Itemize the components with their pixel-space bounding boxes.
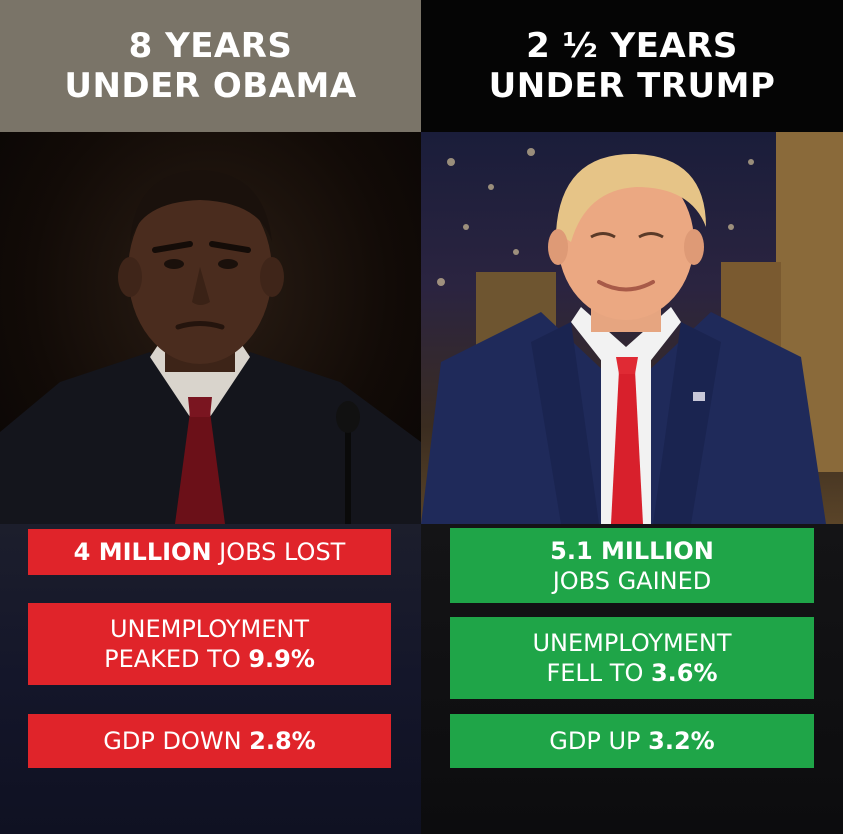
left-jobs-stat: 4 MILLION JOBS LOST bbox=[28, 529, 391, 575]
right-jobs-bold: 5.1 MILLION bbox=[550, 536, 714, 565]
right-unemployment-bold: 3.6% bbox=[650, 659, 718, 687]
right-portrait-illustration bbox=[421, 132, 843, 524]
right-unemployment-prefix: FELL TO bbox=[546, 659, 651, 687]
right-jobs-line2: JOBS GAINED bbox=[552, 566, 712, 595]
right-unemployment-stat: UNEMPLOYMENT FELL TO 3.6% bbox=[450, 617, 814, 699]
right-portrait-photo bbox=[421, 132, 843, 524]
left-portrait-illustration bbox=[0, 170, 421, 524]
right-column: 2 ½ YEARS UNDER TRUMP bbox=[421, 0, 843, 834]
left-header: 8 YEARS UNDER OBAMA bbox=[0, 0, 421, 132]
right-header-line1: 2 ½ YEARS bbox=[526, 26, 738, 66]
left-unemployment-line1: UNEMPLOYMENT bbox=[109, 615, 310, 643]
left-gdp-stat: GDP DOWN 2.8% bbox=[28, 714, 391, 768]
left-column: 8 YEARS UNDER OBAMA bbox=[0, 0, 421, 834]
right-unemployment-line1: UNEMPLOYMENT bbox=[532, 629, 732, 657]
left-unemployment-stat: UNEMPLOYMENT PEAKED TO 9.9% bbox=[28, 603, 391, 685]
left-header-line1: 8 YEARS bbox=[128, 26, 293, 66]
right-jobs-stat: 5.1 MILLION JOBS GAINED bbox=[450, 528, 814, 603]
left-unemployment-bold: 9.9% bbox=[248, 645, 315, 673]
right-gdp-stat: GDP UP 3.2% bbox=[450, 714, 814, 768]
left-portrait-photo bbox=[0, 132, 421, 524]
right-header-line2: UNDER TRUMP bbox=[488, 66, 776, 106]
left-jobs-bold: 4 MILLION bbox=[73, 538, 212, 566]
right-header: 2 ½ YEARS UNDER TRUMP bbox=[421, 0, 843, 132]
left-header-line2: UNDER OBAMA bbox=[64, 66, 357, 106]
left-jobs-rest: JOBS LOST bbox=[211, 538, 346, 566]
right-gdp-prefix: GDP UP bbox=[549, 727, 649, 755]
right-gdp-bold: 3.2% bbox=[648, 727, 715, 755]
left-gdp-prefix: GDP DOWN bbox=[103, 727, 250, 755]
left-gdp-bold: 2.8% bbox=[249, 727, 316, 755]
left-unemployment-prefix: PEAKED TO bbox=[104, 645, 249, 673]
